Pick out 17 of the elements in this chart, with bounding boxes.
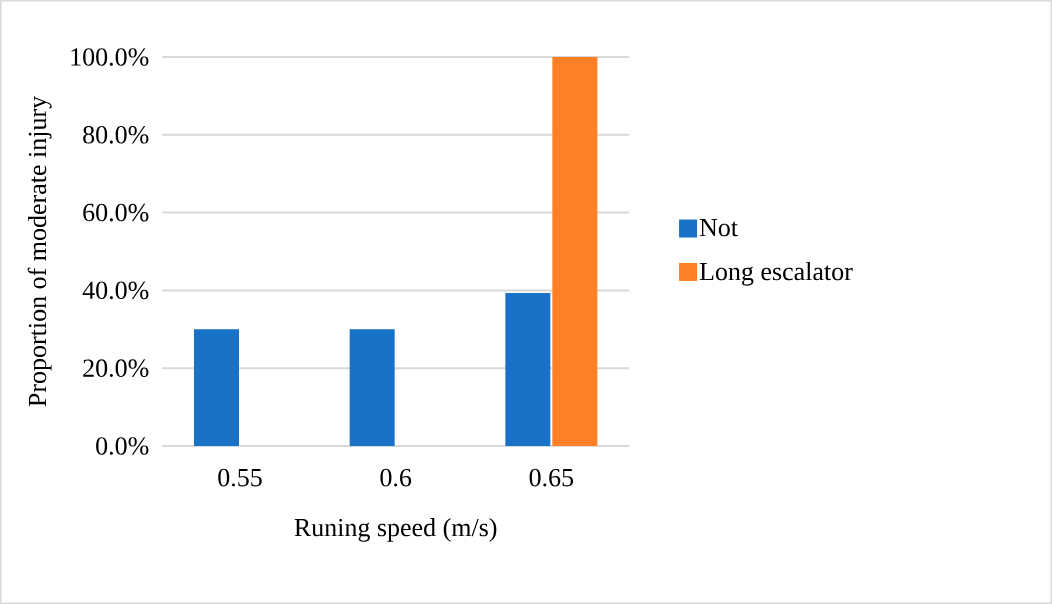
- bar: [552, 56, 598, 446]
- bar: [194, 329, 239, 446]
- x-tick-label: 0.55: [218, 468, 262, 487]
- bar: [349, 329, 395, 446]
- bar: [505, 293, 551, 446]
- y-tick-label: 60.0%: [83, 203, 149, 222]
- legend-label: Not: [699, 219, 738, 237]
- y-tick-label: 100.0%: [71, 48, 149, 66]
- legend-label: Long escalator: [699, 261, 853, 286]
- y-tick-label: 0.0%: [96, 437, 149, 455]
- y-tick-label: 80.0%: [83, 125, 149, 144]
- y-axis-title: Proportion of moderate injury: [27, 95, 52, 407]
- x-tick-label: 0.65: [529, 468, 574, 487]
- x-tick-label: 0.6: [380, 468, 412, 487]
- x-axis-title: Runing speed (m/s): [294, 518, 497, 542]
- y-tick-label: 20.0%: [83, 359, 149, 378]
- y-tick-label: 40.0%: [82, 281, 149, 300]
